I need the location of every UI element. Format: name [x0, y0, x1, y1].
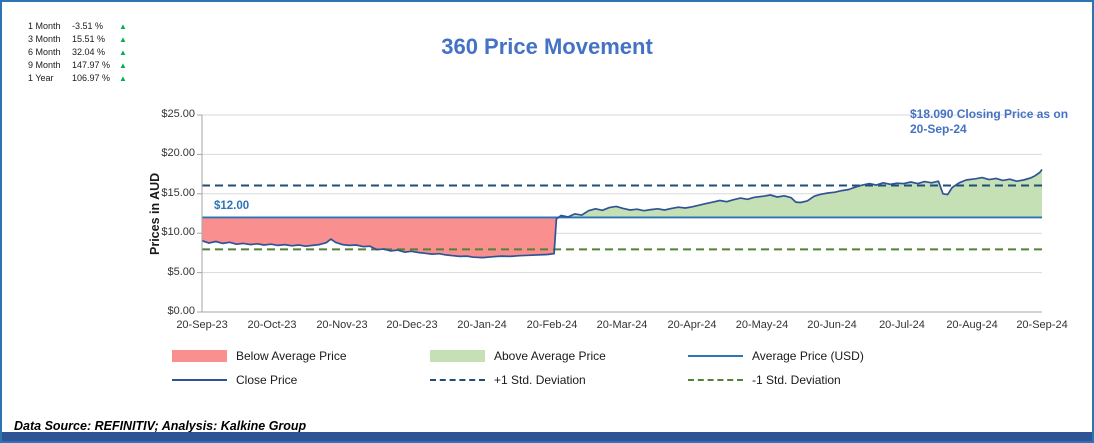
- x-tick-label: 20-Aug-24: [946, 319, 998, 331]
- legend-swatch-line-icon: [688, 355, 743, 357]
- x-tick-label: 20-Sep-24: [1016, 319, 1068, 331]
- y-tick-label: $10.00: [161, 226, 195, 239]
- closing-price-annotation: $18.090 Closing Price as on 20-Sep-24: [910, 107, 1069, 136]
- legend-swatch-dashed-icon: [430, 379, 485, 381]
- legend-item: Above Average Price: [430, 349, 688, 363]
- up-triangle-icon: ▲: [119, 34, 127, 44]
- y-tick-label: $5.00: [167, 265, 195, 278]
- chart-legend: Below Average Price Above Average Price Av…: [172, 349, 946, 387]
- x-tick-label: 20-Oct-23: [247, 319, 297, 331]
- y-tick-label: $15.00: [161, 186, 195, 199]
- x-tick-label: 20-Mar-24: [596, 319, 648, 331]
- legend-label: Average Price (USD): [752, 349, 864, 363]
- y-tick-label: $0.00: [167, 305, 195, 317]
- performance-row: 1 Month -3.51 % ▲: [28, 20, 127, 33]
- legend-item: -1 Std. Deviation: [688, 373, 946, 387]
- legend-item: Below Average Price: [172, 349, 430, 363]
- up-triangle-icon: ▲: [119, 73, 127, 83]
- x-tick-label: 20-Dec-23: [386, 319, 438, 331]
- performance-value: 106.97 %: [72, 73, 111, 83]
- average-price-label: $12.00: [214, 200, 250, 212]
- x-tick-label: 20-May-24: [735, 319, 789, 331]
- performance-period-label: 3 Month: [28, 34, 61, 44]
- data-source-note: Data Source: REFINITIV; Analysis: Kalkin…: [14, 419, 307, 433]
- legend-label: Below Average Price: [236, 349, 347, 363]
- legend-label: +1 Std. Deviation: [494, 373, 586, 387]
- y-tick-label: $25.00: [161, 108, 195, 120]
- legend-item: Close Price: [172, 373, 430, 387]
- performance-period-label: 6 Month: [28, 47, 61, 57]
- performance-period-label: 1 Month: [28, 21, 61, 31]
- x-tick-label: 20-Jun-24: [807, 319, 857, 331]
- legend-swatch-area-icon: [430, 350, 485, 362]
- y-tick-label: $20.00: [161, 147, 195, 160]
- legend-item: Average Price (USD): [688, 349, 946, 363]
- legend-label: Above Average Price: [494, 349, 606, 363]
- performance-value: 32.04 %: [72, 47, 106, 57]
- performance-period-label: 1 Year: [28, 73, 54, 83]
- x-tick-label: 20-Nov-23: [316, 319, 368, 331]
- legend-swatch-dashed-icon: [688, 379, 743, 381]
- legend-item: +1 Std. Deviation: [430, 373, 688, 387]
- performance-value: -3.51 %: [72, 21, 104, 31]
- chart-title: 360 Price Movement: [441, 34, 653, 59]
- up-triangle-icon: ▲: [119, 47, 127, 57]
- performance-period-label: 9 Month: [28, 60, 61, 70]
- legend-swatch-area-icon: [172, 350, 227, 362]
- up-triangle-icon: ▲: [119, 60, 127, 70]
- legend-label: -1 Std. Deviation: [752, 373, 841, 387]
- up-triangle-icon: ▲: [119, 21, 127, 31]
- performance-row: 1 Year 106.97 % ▲: [28, 72, 127, 85]
- x-tick-label: 20-Jan-24: [457, 319, 507, 331]
- x-tick-label: 20-Sep-23: [176, 319, 228, 331]
- performance-row: 6 Month 32.04 % ▲: [28, 46, 127, 59]
- x-tick-label: 20-Feb-24: [526, 319, 578, 331]
- performance-value: 147.97 %: [72, 60, 111, 70]
- bottom-accent-bar: [2, 432, 1092, 441]
- performance-row: 3 Month 15.51 % ▲: [28, 33, 127, 46]
- performance-value: 15.51 %: [72, 34, 106, 44]
- legend-swatch-line-icon: [172, 379, 227, 381]
- performance-row: 9 Month 147.97 % ▲: [28, 59, 127, 72]
- performance-summary: 1 Month -3.51 % ▲ 3 Month 15.51 % ▲ 6 Month 32.…: [28, 20, 127, 85]
- x-tick-label: 20-Apr-24: [667, 319, 717, 331]
- price-line-chart: [197, 114, 1043, 313]
- x-tick-label: 20-Jul-24: [879, 319, 925, 331]
- y-axis-title: Prices in AUD: [148, 172, 162, 255]
- legend-label: Close Price: [236, 373, 298, 387]
